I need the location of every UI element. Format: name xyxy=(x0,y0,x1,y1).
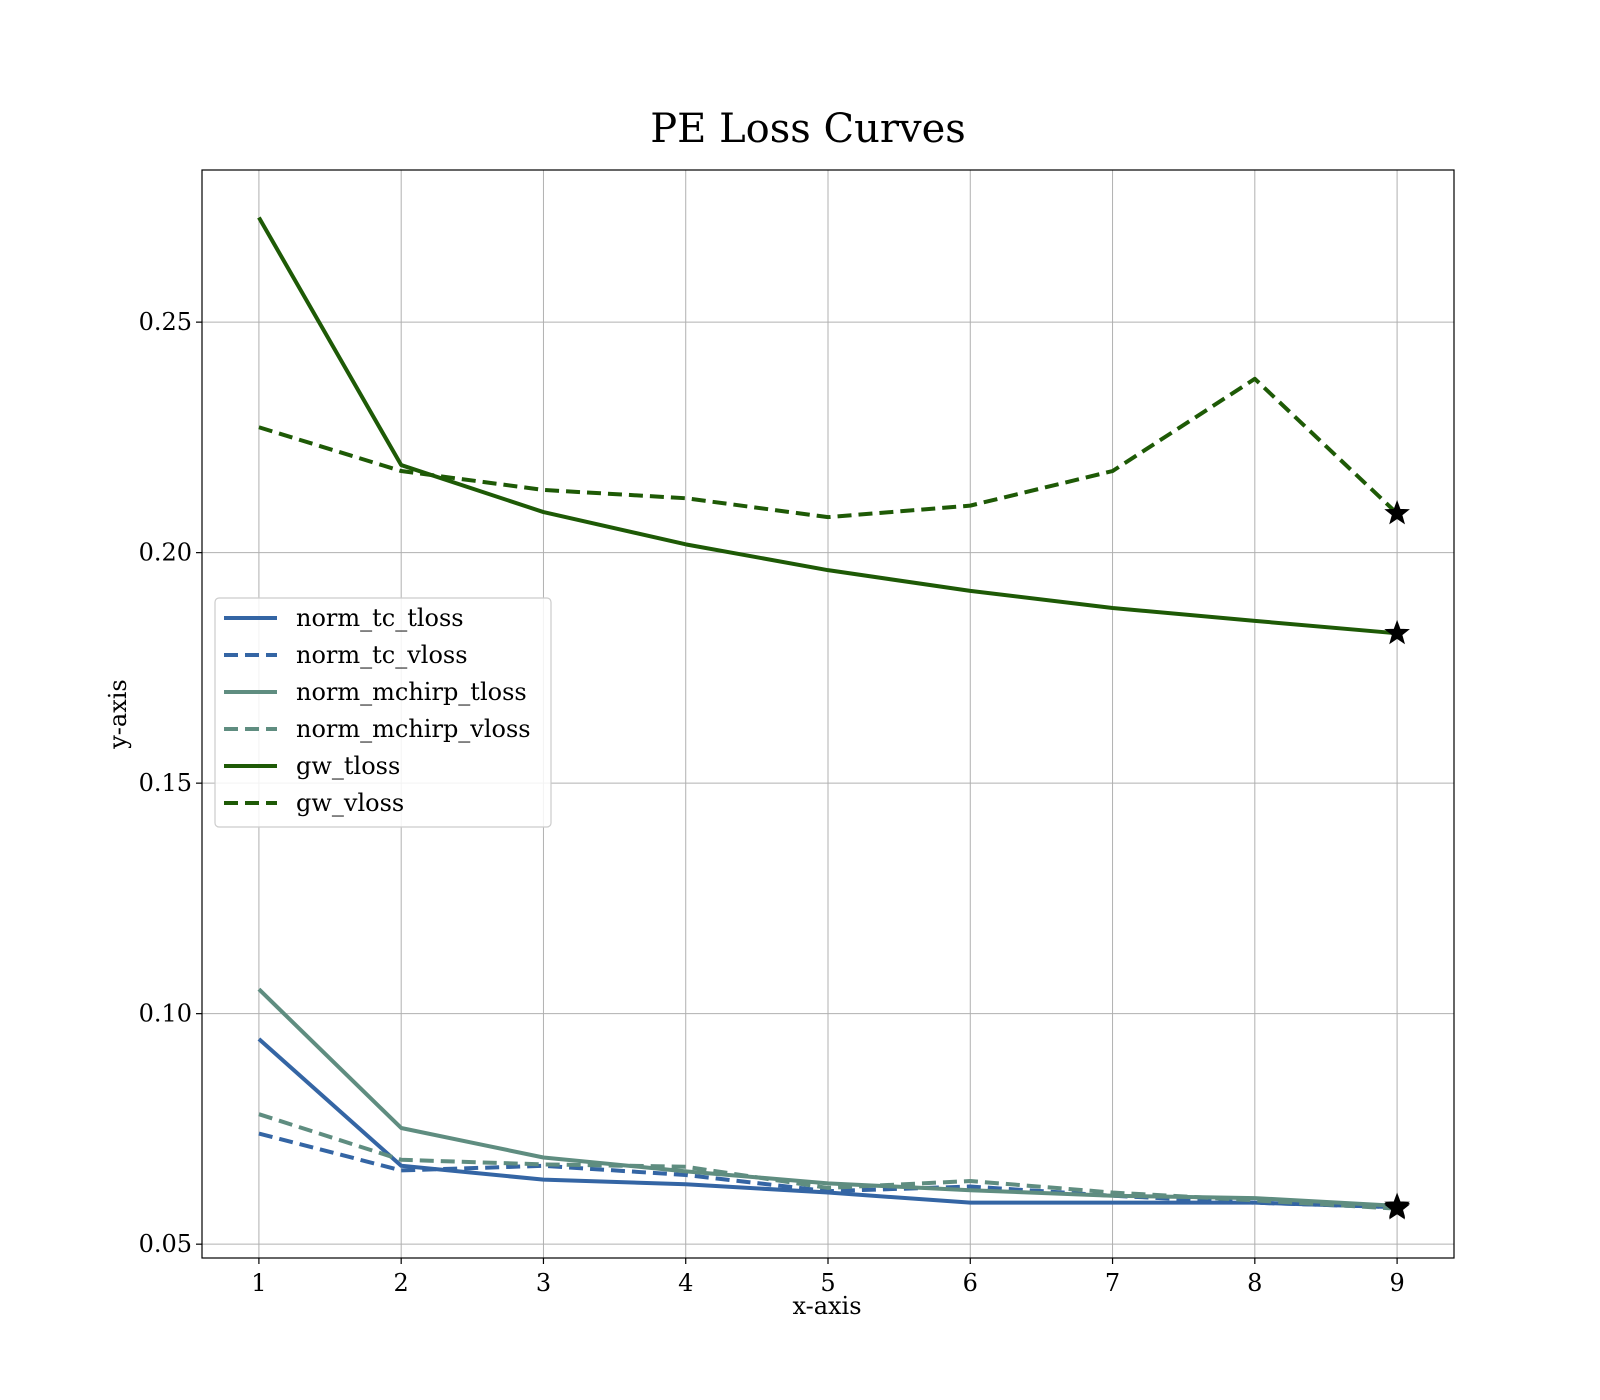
legend: norm_tc_tloss norm_tc_vloss norm_mchirp_tl… xyxy=(214,597,552,828)
end-star-marker xyxy=(1384,500,1410,525)
y-axis-label: y-axis xyxy=(104,679,132,750)
y-tick-label: 0.20 xyxy=(139,539,192,567)
end-star-marker xyxy=(1384,1195,1410,1220)
end-star-marker xyxy=(1384,619,1410,645)
legend-label: gw_vloss xyxy=(296,789,404,817)
x-axis-label: x-axis xyxy=(792,1292,861,1320)
legend-box xyxy=(214,597,552,828)
y-tick-label: 0.25 xyxy=(139,308,192,336)
series-line-norm_mchirp_vloss xyxy=(258,1112,1398,1211)
y-tick-label: 0.15 xyxy=(139,769,192,797)
chart-title: PE Loss Curves xyxy=(650,106,966,152)
y-tick-label: 0.10 xyxy=(139,1000,192,1028)
x-tick-label: 4 xyxy=(678,1269,693,1297)
series-line-norm_tc_vloss xyxy=(258,1131,1398,1210)
end-markers xyxy=(1384,500,1410,1220)
series-lines xyxy=(257,216,1399,1211)
y-ticks: 0.05 0.10 0.15 0.20 0.25 xyxy=(139,308,202,1258)
legend-label: gw_tloss xyxy=(296,752,400,780)
series-line-gw_tloss xyxy=(257,216,1398,636)
legend-label: norm_mchirp_tloss xyxy=(296,678,527,706)
y-tick-label: 0.05 xyxy=(139,1230,192,1258)
x-ticks: 1 2 3 4 5 6 7 8 9 xyxy=(251,1258,1405,1297)
x-tick-label: 6 xyxy=(963,1269,978,1297)
x-tick-label: 9 xyxy=(1389,1269,1404,1297)
x-tick-label: 1 xyxy=(251,1269,266,1297)
x-tick-label: 5 xyxy=(820,1269,835,1297)
legend-label: norm_tc_vloss xyxy=(296,641,468,669)
x-tick-label: 3 xyxy=(536,1269,551,1297)
x-tick-label: 7 xyxy=(1105,1269,1120,1297)
series-line-gw_vloss xyxy=(258,376,1399,520)
x-tick-label: 2 xyxy=(394,1269,409,1297)
x-tick-label: 8 xyxy=(1247,1269,1262,1297)
legend-label: norm_mchirp_vloss xyxy=(296,715,531,743)
legend-label: norm_tc_tloss xyxy=(296,604,464,632)
